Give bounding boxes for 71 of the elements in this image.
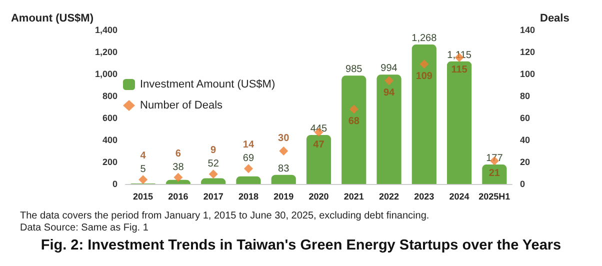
bar bbox=[342, 76, 366, 184]
data-label: 69 bbox=[242, 153, 254, 164]
bar bbox=[271, 174, 296, 184]
point bbox=[208, 170, 218, 179]
x-tick-label: 2017 bbox=[203, 192, 224, 202]
y2-tick-label: 80 bbox=[520, 91, 530, 101]
data-label: 109 bbox=[416, 71, 433, 82]
text: Fig. 2: Investment Trends in Taiwan's Green Energy Startups over the Years bbox=[40, 238, 562, 254]
bar bbox=[306, 135, 332, 184]
bar bbox=[376, 74, 402, 184]
y2-tick-label: 0 bbox=[520, 179, 526, 189]
y-tick-label: 1,200 bbox=[94, 47, 118, 57]
y-tick-label: 200 bbox=[102, 157, 118, 167]
data-label: 4 bbox=[140, 150, 146, 162]
data-label: 47 bbox=[313, 139, 325, 150]
y-tick-label: 600 bbox=[102, 113, 118, 123]
point bbox=[138, 175, 148, 184]
x-tick-label: 2025H1 bbox=[478, 192, 510, 202]
data-label: 30 bbox=[278, 133, 290, 144]
data-label: 985 bbox=[346, 64, 363, 76]
bar bbox=[446, 61, 472, 184]
data-label: 83 bbox=[278, 163, 290, 174]
x-tick-label: 2023 bbox=[414, 192, 434, 202]
y-tick-label: 0 bbox=[112, 179, 118, 189]
y2-tick-label: 20 bbox=[520, 157, 530, 167]
data-label: 994 bbox=[380, 63, 398, 74]
data-label: 6 bbox=[175, 148, 182, 160]
data-label: 5 bbox=[140, 164, 146, 176]
y-tick-label: 400 bbox=[102, 135, 118, 145]
bar bbox=[412, 44, 436, 184]
point bbox=[244, 164, 253, 174]
y2-tick-label: 120 bbox=[520, 47, 536, 57]
x-tick-label: 2015 bbox=[133, 192, 154, 202]
y2-tick-label: 100 bbox=[520, 69, 536, 79]
point bbox=[174, 172, 183, 182]
point bbox=[420, 60, 429, 69]
legend-label: Investment Amount (US$M) bbox=[140, 78, 276, 90]
data-label: 445 bbox=[310, 124, 328, 135]
text: The data covers the period from January 1, 2015 to June 30, 2025, excluding debt financing. bbox=[20, 210, 430, 222]
y2-tick-label: 40 bbox=[520, 135, 530, 145]
x-tick-label: 2021 bbox=[344, 192, 364, 202]
data-label: 1,268 bbox=[412, 33, 438, 44]
data-label: 94 bbox=[383, 88, 396, 99]
x-tick-label: 2019 bbox=[274, 192, 294, 202]
y2-tick-label: 60 bbox=[520, 113, 530, 123]
y-tick-label: 1,400 bbox=[94, 25, 118, 35]
bar bbox=[236, 176, 261, 184]
bar bbox=[482, 164, 507, 184]
x-tick-label: 2016 bbox=[168, 192, 188, 202]
x-tick-label: 2020 bbox=[308, 192, 329, 202]
y2-axis-title: Deals bbox=[540, 12, 570, 25]
y-tick-label: 800 bbox=[102, 91, 118, 101]
x-tick-label: 2022 bbox=[379, 192, 400, 202]
x-tick-label: 2024 bbox=[449, 192, 470, 202]
x-tick-label: 2018 bbox=[238, 192, 258, 202]
data-label: 68 bbox=[348, 116, 360, 128]
point bbox=[279, 146, 288, 156]
data-label: 52 bbox=[208, 158, 220, 170]
data-label: 115 bbox=[451, 64, 468, 76]
data-label: 14 bbox=[242, 140, 254, 151]
y2-tick-label: 140 bbox=[520, 25, 536, 35]
y-axis-title: Amount (US$M) bbox=[10, 12, 94, 25]
data-label: 9 bbox=[210, 145, 217, 156]
legend-label: Number of Deals bbox=[140, 100, 224, 112]
y-tick-label: 1,000 bbox=[94, 69, 118, 79]
point bbox=[349, 104, 358, 114]
source-note: Data Source: Same as Fig. 1 bbox=[20, 222, 149, 234]
data-label: 21 bbox=[488, 168, 500, 179]
bar bbox=[201, 178, 226, 184]
point bbox=[384, 76, 394, 86]
data-label: 38 bbox=[172, 162, 184, 173]
